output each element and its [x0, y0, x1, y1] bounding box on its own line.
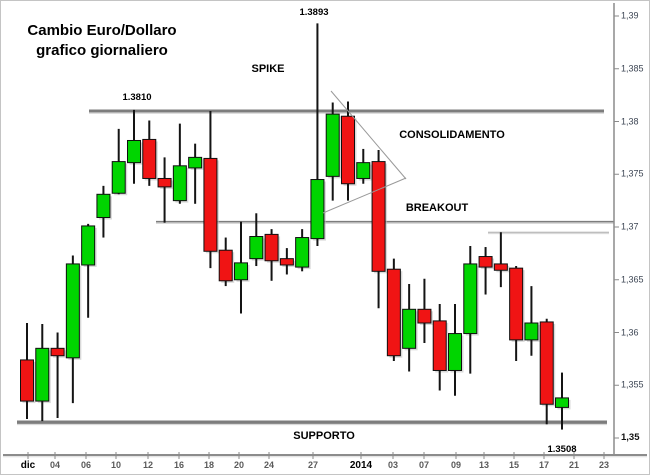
y-tick-label-1,385: 1,385 [621, 63, 644, 74]
x-tick-label-23: 23 [598, 460, 610, 470]
y-tick-label-1,38: 1,38 [621, 116, 639, 126]
candle-body-23-bull [356, 162, 371, 179]
x-tick-label-12: 12 [142, 460, 154, 470]
candle-body-33-bear [509, 267, 524, 341]
x-tick-label-07: 07 [418, 460, 430, 470]
spike-annotation: SPIKE [251, 63, 285, 75]
x-tick-label-18: 18 [203, 460, 215, 470]
candle-body-4-bull [65, 263, 80, 359]
candle-body-5-bull [81, 225, 96, 266]
candle-body-18-bear [279, 258, 294, 266]
candle-body-26-bull [402, 308, 417, 349]
candle-body-11-bull [172, 165, 187, 202]
candle-body-27-bear [417, 308, 432, 324]
candle-body-12-bull [188, 156, 203, 169]
x-tick-label-06: 06 [80, 460, 92, 470]
candle-body-13-bear [203, 157, 218, 252]
y-tick-label-1,36: 1,36 [621, 327, 639, 337]
candle-body-19-bull [295, 237, 310, 268]
candle-body-34-bull [524, 322, 539, 341]
triangle-upper-line [330, 90, 407, 180]
candle-body-10-bear [157, 177, 172, 188]
x-tick-label-15: 15 [508, 460, 520, 470]
candle-body-14-bear [218, 249, 233, 282]
x-tick-label-17: 17 [538, 460, 550, 470]
candle-body-29-bull [447, 333, 462, 371]
x-tick-label-27: 27 [307, 460, 319, 470]
candle-body-21-bull [325, 113, 340, 177]
candle-body-8-bull [126, 139, 141, 164]
x-tick-label-2014: 2014 [349, 460, 373, 471]
candle-body-1-bear [20, 359, 34, 402]
x-tick-label-09: 09 [450, 460, 462, 470]
candle-body-28-bear [432, 320, 447, 371]
triangle-lower-line [322, 177, 407, 214]
y-tick-label-1,355: 1,355 [621, 379, 644, 390]
candle-body-7-bull [111, 161, 126, 194]
candle-body-9-bear [142, 138, 157, 179]
x-tick-label-24: 24 [263, 460, 275, 470]
candle-body-22-bear [340, 115, 355, 185]
y-tick-label-1,39: 1,39 [621, 10, 639, 21]
candle-body-35-bear [539, 321, 554, 405]
y-tick-label-1,375: 1,375 [621, 168, 644, 179]
y-tick-label-1,365: 1,365 [621, 274, 644, 285]
chart-title-line2: grafico giornaliero [36, 42, 168, 59]
x-tick-label-10: 10 [110, 460, 122, 470]
spike-high-price-label: 1.3893 [299, 7, 329, 18]
x-tick-label-dic: dic [20, 460, 36, 471]
candle-body-15-bull [233, 262, 248, 281]
supporto-annotation: SUPPORTO [293, 430, 355, 442]
candle-body-30-bull [463, 263, 478, 335]
candle-body-32-bear [493, 263, 508, 271]
y-tick-label-1,35: 1,35 [621, 431, 640, 443]
candle-body-31-bear [478, 256, 493, 268]
candle-body-2-bull [35, 347, 50, 402]
candle-body-6-bull [96, 193, 111, 219]
y-tick-label-1,37: 1,37 [621, 221, 639, 232]
candle-body-16-bull [249, 235, 264, 260]
candle-body-24-bear [371, 161, 386, 272]
candle-body-20-bull [310, 179, 325, 240]
resistance-price-label: 1.3810 [122, 92, 152, 103]
candle-body-36-bull [554, 397, 569, 408]
breakout-annotation: BREAKOUT [405, 202, 469, 214]
consolidamento-annotation: CONSOLIDAMENTO [399, 129, 505, 141]
chart-title-line1: Cambio Euro/Dollaro [27, 22, 177, 39]
x-tick-label-21: 21 [568, 460, 580, 470]
x-tick-label-03: 03 [387, 460, 399, 470]
chart-title: Cambio Euro/Dollaro grafico giornaliero [19, 21, 185, 61]
last-low-price-label: 1.3508 [547, 444, 577, 455]
candle-body-3-bear [50, 347, 65, 357]
x-tick-label-04: 04 [49, 460, 61, 470]
x-tick-label-20: 20 [233, 460, 245, 470]
candle-body-17-bear [264, 233, 279, 262]
x-tick-label-16: 16 [173, 460, 185, 470]
x-tick-label-13: 13 [478, 460, 490, 470]
candle-body-25-bear [386, 268, 401, 357]
